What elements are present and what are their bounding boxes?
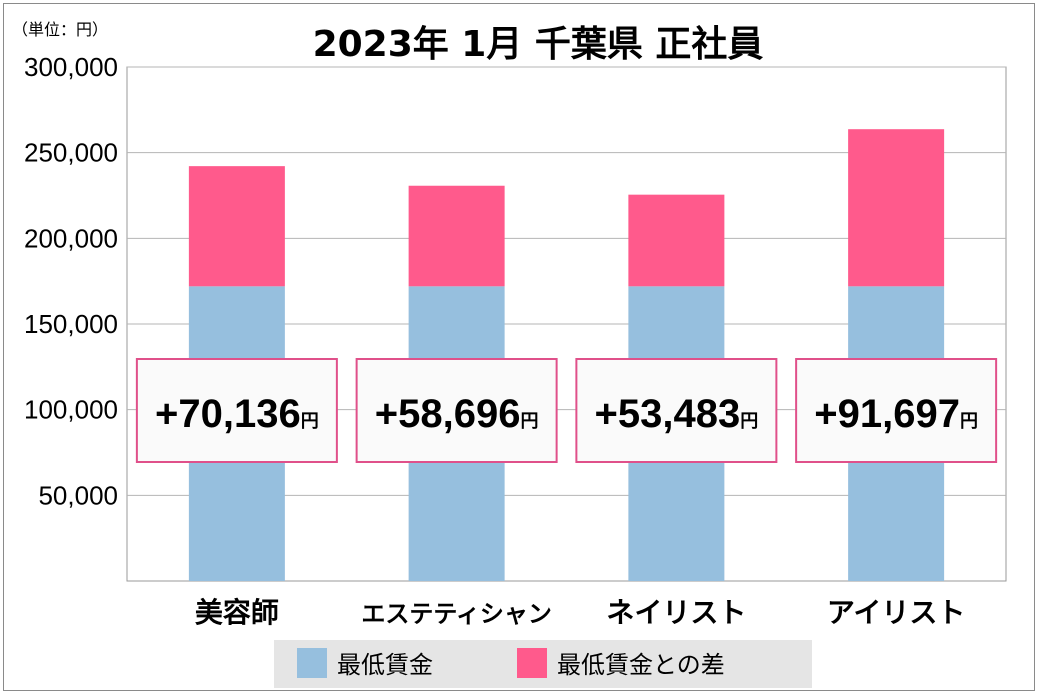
difference-amount: +91,697 — [814, 392, 960, 436]
legend: 最低賃金 最低賃金との差 — [274, 640, 812, 688]
difference-label: +70,136円 — [135, 358, 338, 463]
y-tick-label: 250,000 — [24, 138, 118, 168]
y-tick-label: 50,000 — [38, 480, 118, 510]
difference-label-box — [575, 358, 778, 463]
unit-label: （単位：円） — [12, 20, 108, 39]
difference-label-text: +91,697円 — [814, 392, 978, 436]
difference-label-box — [795, 358, 998, 463]
difference-amount: +53,483 — [595, 392, 741, 436]
difference-label: +91,697円 — [795, 358, 998, 463]
bar-difference — [848, 129, 945, 287]
y-tick-label: 150,000 — [24, 309, 118, 339]
difference-unit: 円 — [520, 411, 538, 432]
y-tick-label: 300,000 — [24, 52, 118, 82]
bar-difference — [408, 185, 505, 287]
difference-label-box — [355, 358, 558, 463]
legend-label: 最低賃金との差 — [557, 651, 725, 679]
chart-title: 2023年 1月 千葉県 正社員 — [313, 24, 764, 65]
difference-unit: 円 — [740, 411, 758, 432]
difference-label-text: +70,136円 — [155, 392, 319, 436]
x-category-label: 美容師 — [195, 596, 279, 629]
difference-label: +58,696円 — [355, 358, 558, 463]
difference-label-text: +58,696円 — [375, 392, 539, 436]
x-category-label: アイリスト — [827, 596, 966, 629]
difference-label: +53,483円 — [575, 358, 778, 463]
y-tick-label: 200,000 — [24, 223, 118, 253]
legend-swatch — [517, 648, 547, 678]
legend-swatch — [297, 648, 327, 678]
bar-difference — [188, 166, 285, 287]
difference-label-box — [135, 358, 338, 463]
y-tick-label: 100,000 — [24, 395, 118, 425]
difference-amount: +58,696 — [375, 392, 521, 436]
difference-label-text: +53,483円 — [595, 392, 759, 436]
y-axis: 50,000 100,000 150,000 200,000 250,000 300,00… — [24, 52, 118, 510]
difference-unit: 円 — [960, 411, 978, 432]
x-axis: 美容師 エステティシャン ネイリスト アイリスト — [195, 596, 966, 629]
x-category-label: ネイリスト — [606, 596, 746, 629]
difference-unit: 円 — [301, 411, 319, 432]
legend-label: 最低賃金 — [337, 651, 433, 679]
x-category-label: エステティシャン — [361, 600, 552, 628]
bar-difference — [628, 194, 725, 287]
difference-labels: +70,136円 +58,696円 +53,483円 +91,697円 — [135, 358, 998, 463]
difference-amount: +70,136 — [155, 392, 301, 436]
bars — [188, 129, 945, 581]
